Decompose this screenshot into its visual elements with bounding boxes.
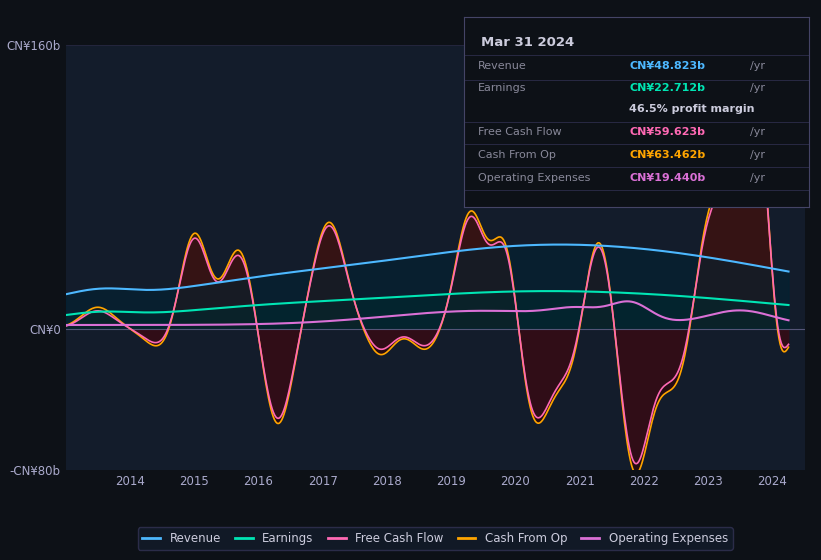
Text: CN¥59.623b: CN¥59.623b — [630, 127, 705, 137]
Text: CN¥19.440b: CN¥19.440b — [630, 173, 705, 183]
Text: Free Cash Flow: Free Cash Flow — [478, 127, 562, 137]
Legend: Revenue, Earnings, Free Cash Flow, Cash From Op, Operating Expenses: Revenue, Earnings, Free Cash Flow, Cash … — [138, 527, 732, 549]
Text: CN¥48.823b: CN¥48.823b — [630, 60, 705, 71]
Text: /yr: /yr — [750, 127, 765, 137]
Text: /yr: /yr — [750, 173, 765, 183]
Text: /yr: /yr — [750, 83, 765, 94]
Text: Operating Expenses: Operating Expenses — [478, 173, 590, 183]
Text: Cash From Op: Cash From Op — [478, 150, 556, 160]
Text: CN¥63.462b: CN¥63.462b — [630, 150, 705, 160]
Text: /yr: /yr — [750, 60, 765, 71]
Text: 46.5% profit margin: 46.5% profit margin — [630, 104, 754, 114]
Text: Mar 31 2024: Mar 31 2024 — [481, 36, 575, 49]
Text: /yr: /yr — [750, 150, 765, 160]
Text: CN¥22.712b: CN¥22.712b — [630, 83, 705, 94]
Text: Revenue: Revenue — [478, 60, 526, 71]
Text: Earnings: Earnings — [478, 83, 526, 94]
